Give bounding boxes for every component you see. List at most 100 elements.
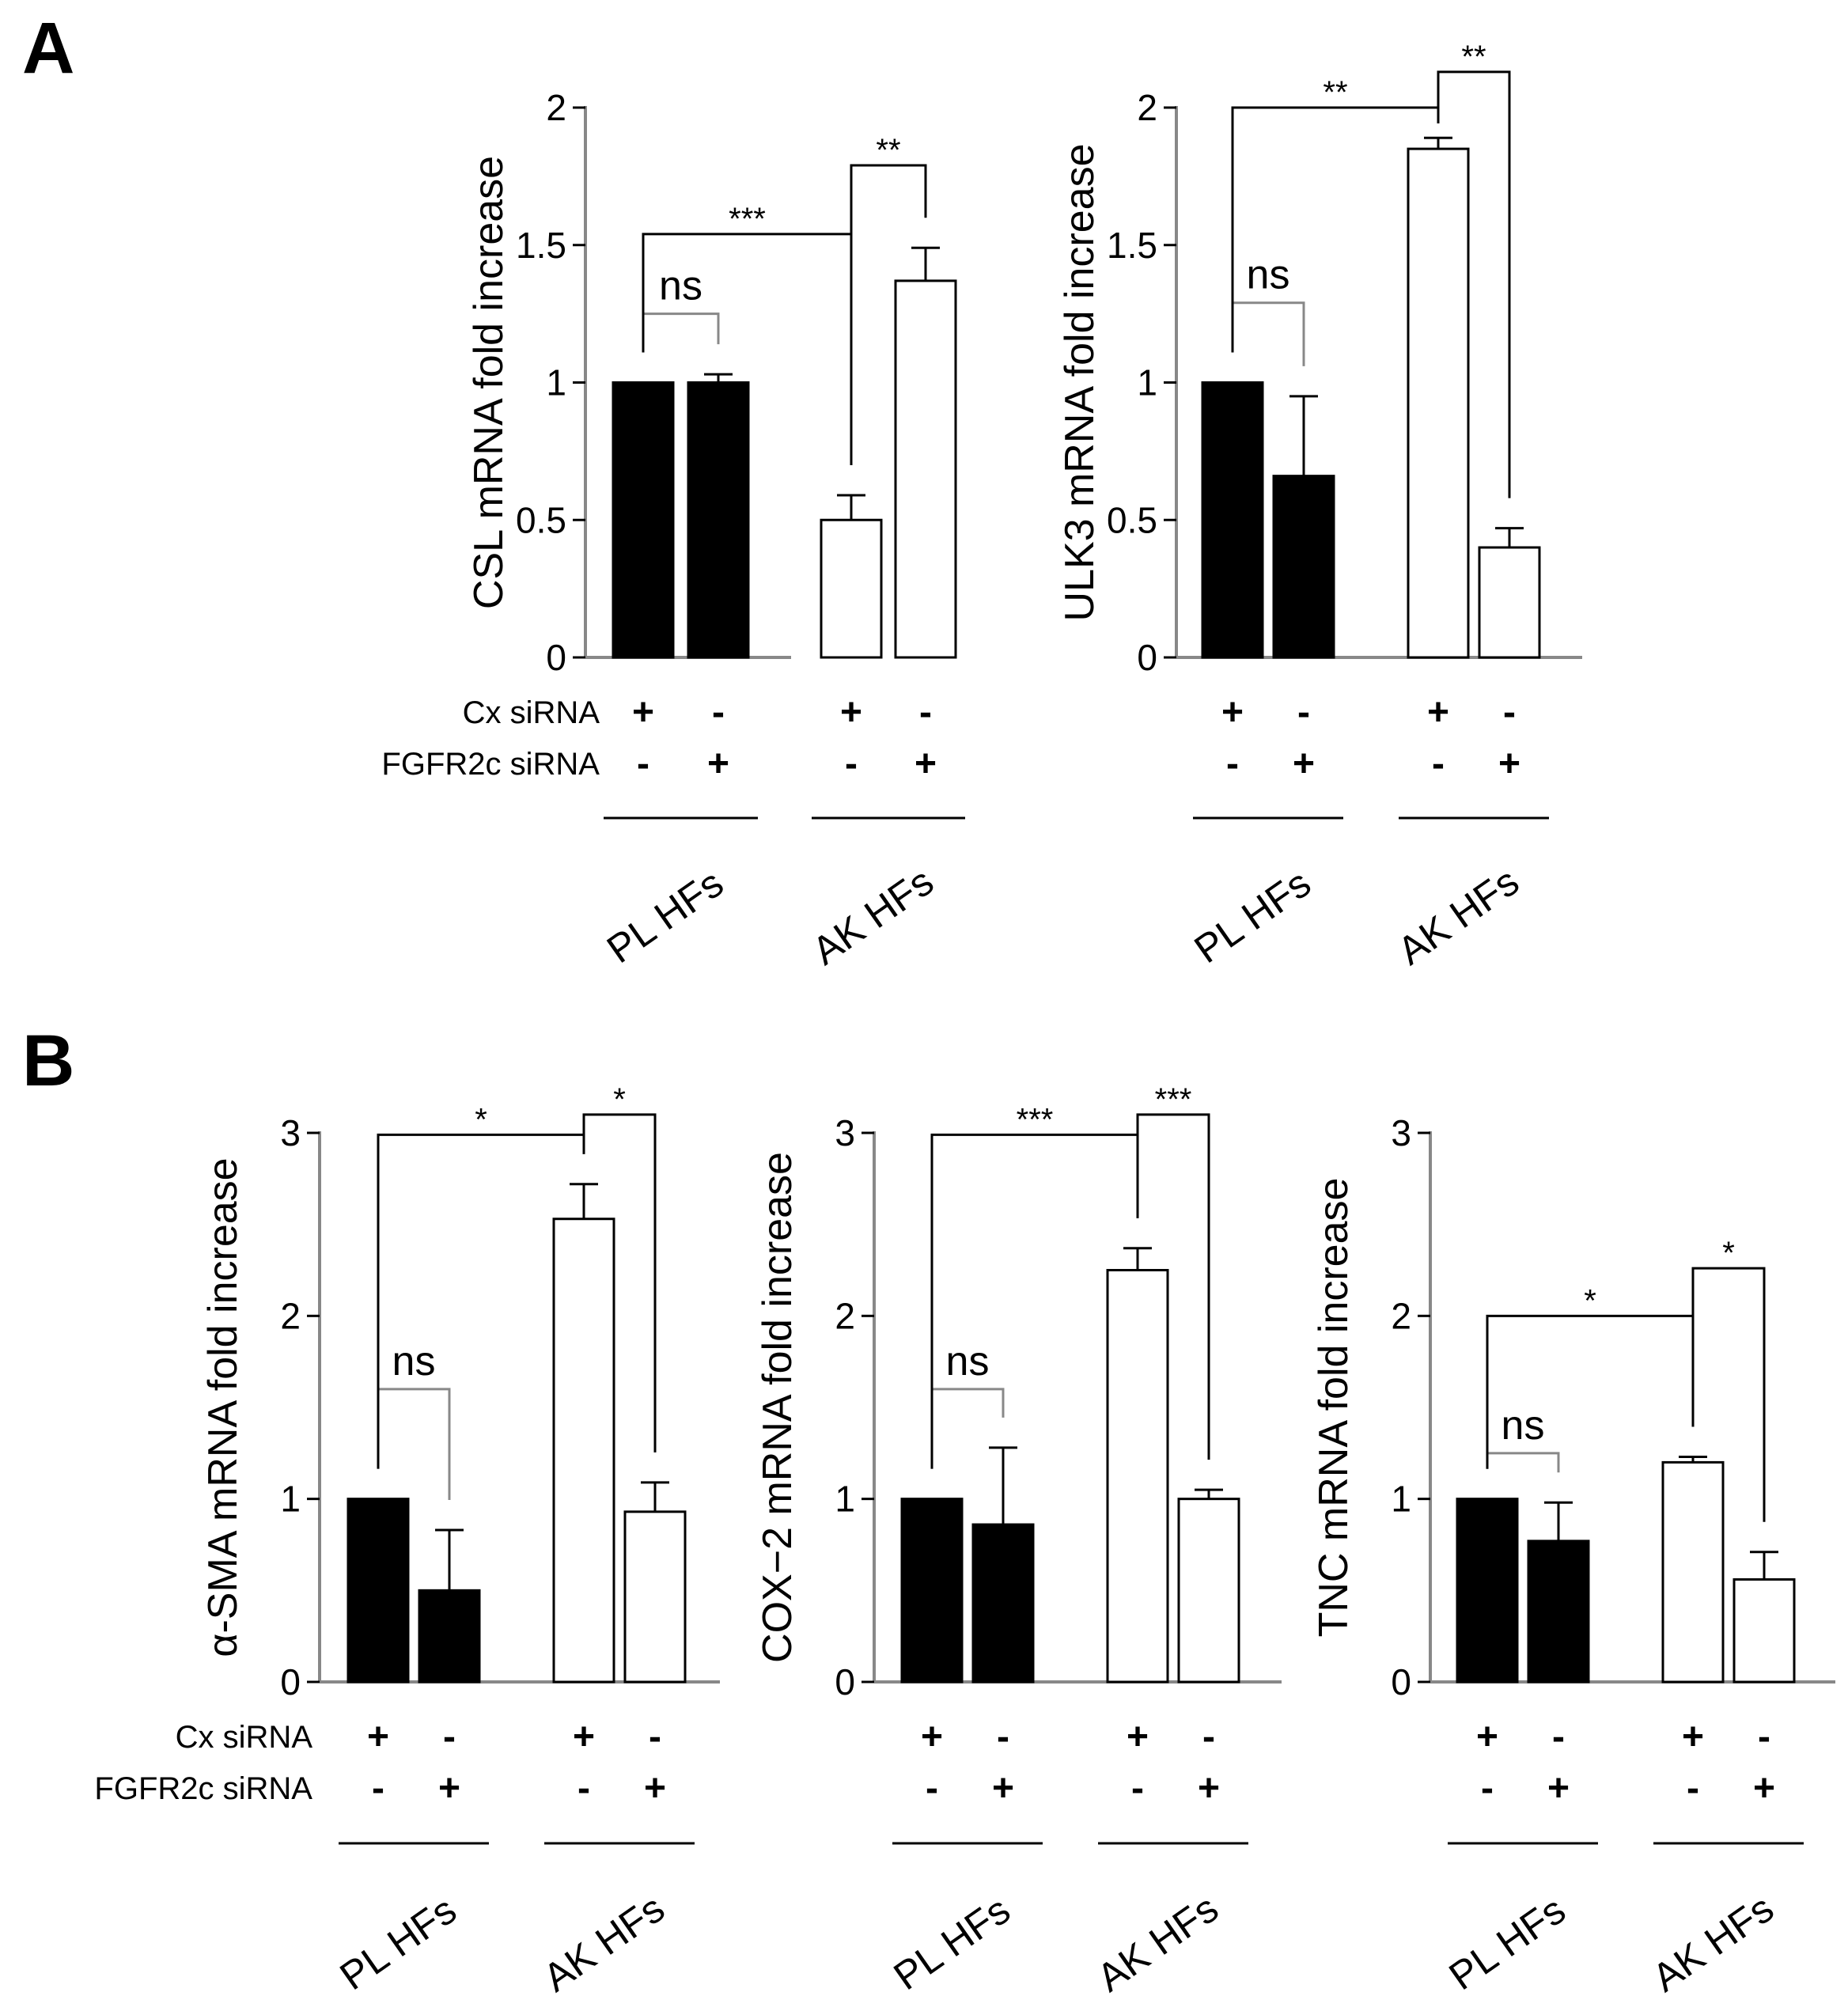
- chart2-significance-1: ns: [1247, 252, 1290, 298]
- chart5-cx-sign-2: -: [1552, 1716, 1565, 1758]
- chart1-y-tick-label: 2: [546, 87, 566, 128]
- chart3-bracket-1: [377, 1388, 451, 1500]
- chart2-fgfr-sign-3: -: [1432, 743, 1445, 785]
- chart2-bracket-3: [1437, 70, 1511, 498]
- chart3-cx-sign-1: +: [367, 1716, 389, 1758]
- chart2-fgfr-sign-4: +: [1498, 743, 1520, 785]
- chart2-fgfr-sign-1: -: [1226, 743, 1239, 785]
- chart4-y-tick-label: 1: [835, 1479, 855, 1520]
- chart2-bar-3: [1407, 147, 1470, 659]
- chart1-significance-3: **: [876, 133, 900, 168]
- chart5-bar-4: [1733, 1577, 1796, 1684]
- chart4-y-tick-label: 2: [835, 1295, 855, 1336]
- chart4-bar-3: [1106, 1269, 1169, 1684]
- chart3-bar-2: [418, 1589, 481, 1684]
- chart2-fgfr-sign-2: +: [1293, 743, 1315, 785]
- chart5-significance-3: *: [1722, 1236, 1735, 1271]
- chart3-row-label-fgfr: FGFR2c siRNA: [94, 1771, 312, 1806]
- chart2-y-tick-label: 1.5: [1107, 225, 1157, 266]
- chart3-cx-sign-3: +: [573, 1716, 595, 1758]
- chart5-y-tick-label: 3: [1391, 1112, 1411, 1153]
- chart5-cx-sign-4: -: [1758, 1716, 1770, 1758]
- chart1-bracket-3: [850, 164, 927, 465]
- chart1-cx-sign-2: -: [712, 691, 725, 733]
- charts-layer: 0 0.5 1 1.5 2 CSL mRNA fold increase + - - + + - - + n…: [94, 40, 1835, 1996]
- chart4-y-tick-label: 0: [835, 1661, 855, 1702]
- chart1-cx-sign-4: -: [919, 691, 932, 733]
- chart5-significance-2: *: [1584, 1283, 1596, 1318]
- chart5-bracket-3: [1691, 1267, 1766, 1522]
- chart2-cx-sign-4: -: [1503, 691, 1516, 733]
- chart1-group-label-2: AK HFs: [805, 859, 941, 974]
- chart1-bracket-1: [642, 312, 720, 353]
- chart4-bracket-3: [1136, 1113, 1210, 1460]
- chart4-bar-4: [1177, 1498, 1240, 1684]
- chart4-significance-1: ns: [946, 1339, 990, 1384]
- chart2-group-label-1: PL HFs: [1187, 861, 1319, 971]
- chart2-cx-sign-2: -: [1297, 691, 1310, 733]
- chart2-y-tick-label: 0: [1137, 637, 1157, 678]
- chart3-significance-3: *: [613, 1082, 626, 1117]
- chart4-cx-sign-3: +: [1127, 1716, 1149, 1758]
- chart2-cx-sign-1: +: [1221, 691, 1244, 733]
- chart2-cx-sign-3: +: [1427, 691, 1449, 733]
- chart2-bar-4: [1478, 546, 1541, 659]
- chart3-row-label-cx: Cx siRNA: [176, 1720, 313, 1755]
- chart4-bar-2: [971, 1523, 1035, 1684]
- chart5-group-label-2: AK HFs: [1645, 1886, 1782, 1996]
- chart5-y-tick-label: 0: [1391, 1661, 1411, 1702]
- chart3-fgfr-sign-2: +: [438, 1767, 460, 1809]
- chart4-cx-sign-4: -: [1202, 1716, 1215, 1758]
- chart1-y-tick-label: 1: [546, 362, 566, 403]
- chart4-significance-3: ***: [1155, 1082, 1192, 1117]
- chart3-cx-sign-2: -: [443, 1716, 456, 1758]
- chart3-bar-3: [552, 1218, 615, 1684]
- chart1-cx-sign-1: +: [632, 691, 654, 733]
- chart5-y-label: TNC mRNA fold increase: [1311, 1178, 1357, 1638]
- chart3-group-label-2: AK HFs: [536, 1886, 672, 1996]
- chart2-y-tick-label: 0.5: [1107, 499, 1157, 540]
- chart1-fgfr-sign-2: +: [707, 743, 729, 785]
- chart1-y-tick-label: 0: [546, 637, 566, 678]
- panel-letter-b: B: [22, 1021, 74, 1101]
- chart3-y-tick-label: 0: [280, 1661, 301, 1702]
- chart5-y-tick-label: 1: [1391, 1479, 1411, 1520]
- chart2-significance-2: **: [1323, 75, 1347, 110]
- chart1-y-tick-label: 0.5: [516, 499, 566, 540]
- chart1-bar-1: [612, 381, 675, 659]
- chart1-y-label: CSL mRNA fold increase: [466, 156, 512, 609]
- chart5-fgfr-sign-2: +: [1547, 1767, 1570, 1809]
- chart1-row-label-fgfr: FGFR2c siRNA: [381, 747, 600, 782]
- chart2-bracket-1: [1231, 301, 1305, 366]
- chart1-bar-2: [687, 381, 750, 659]
- chart1-significance-1: ns: [659, 263, 702, 309]
- chart1-y-tick-label: 1.5: [516, 225, 566, 266]
- chart1-bar-4: [894, 279, 957, 659]
- chart3-y-tick-label: 2: [280, 1295, 301, 1336]
- chart4-fgfr-sign-2: +: [992, 1767, 1014, 1809]
- chart3-group-label-1: PL HFs: [332, 1888, 464, 1996]
- chart1-significance-2: ***: [729, 202, 766, 237]
- chart3-y-tick-label: 3: [280, 1112, 301, 1153]
- chart4-bar-1: [900, 1498, 964, 1684]
- chart5-bar-1: [1456, 1498, 1519, 1684]
- chart3-bracket-3: [582, 1113, 657, 1452]
- chart5-significance-1: ns: [1502, 1403, 1545, 1449]
- chart5-cx-sign-1: +: [1476, 1716, 1498, 1758]
- chart4-y-tick-label: 3: [835, 1112, 855, 1153]
- chart2-significance-3: **: [1461, 40, 1486, 74]
- chart2-y-tick-label: 1: [1137, 362, 1157, 403]
- chart3-significance-2: *: [475, 1102, 487, 1137]
- chart5-fgfr-sign-4: +: [1753, 1767, 1775, 1809]
- chart2-y-tick-label: 2: [1137, 87, 1157, 128]
- chart4-cx-sign-1: +: [921, 1716, 943, 1758]
- chart4-fgfr-sign-3: -: [1131, 1767, 1144, 1809]
- chart3-y-label: α-SMA mRNA fold increase: [200, 1157, 246, 1657]
- chart3-fgfr-sign-3: -: [578, 1767, 590, 1809]
- chart5-bar-3: [1661, 1460, 1725, 1684]
- chart4-bracket-1: [930, 1388, 1005, 1469]
- panel-letter-a: A: [22, 8, 74, 89]
- chart4-significance-2: ***: [1017, 1102, 1054, 1137]
- chart1-fgfr-sign-1: -: [637, 743, 649, 785]
